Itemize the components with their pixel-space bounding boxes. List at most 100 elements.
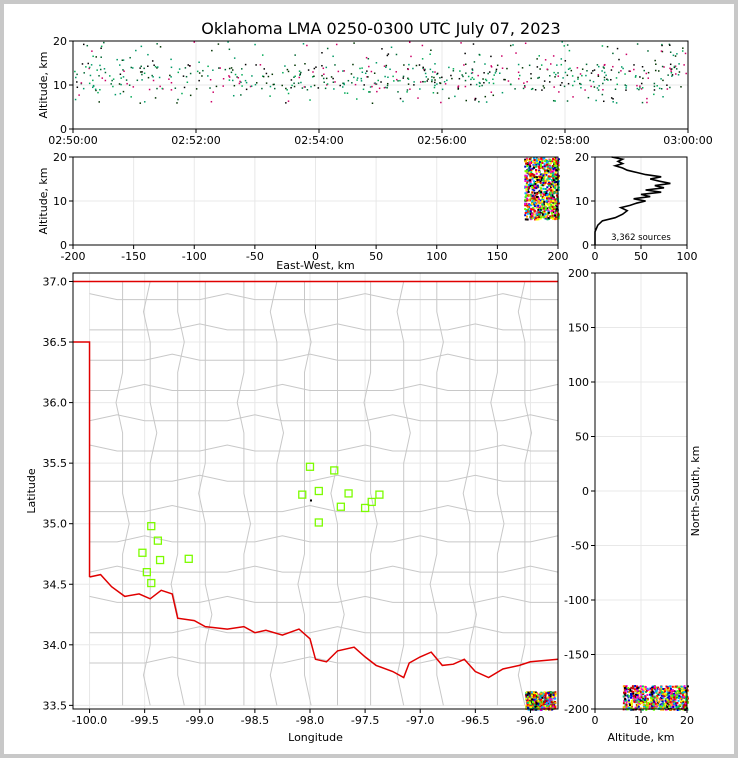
source-point [118,83,121,85]
lma-station [153,536,163,545]
source-point [555,174,558,177]
county-line [429,281,444,706]
source-point [154,97,157,99]
source-point [660,50,663,52]
source-point [531,208,534,211]
source-point [554,187,557,190]
source-point [439,77,441,79]
source-point [471,69,474,71]
source-point [660,704,663,707]
source-point [634,689,637,692]
source-point [656,85,658,87]
source-point [402,75,405,78]
lma-station [298,490,307,499]
source-point [550,691,553,694]
source-point [530,691,533,694]
y-tick-label: 0 [582,485,589,498]
source-point [550,198,553,201]
source-point [526,191,529,194]
source-point [366,76,368,78]
source-point [625,687,628,690]
source-point [536,191,539,194]
source-point [634,706,637,709]
source-point [485,101,488,103]
source-point [109,75,111,77]
source-point [464,79,467,82]
source-point [356,98,358,100]
source-point [470,72,473,75]
source-point [542,187,545,190]
y-tick-label: 34.0 [43,639,68,652]
source-point [553,160,556,163]
source-point [535,172,538,175]
source-point [650,695,653,698]
source-point [602,82,604,85]
source-point [361,67,363,69]
source-point [532,698,535,701]
source-point [227,41,229,43]
source-point [534,705,537,708]
source-point [183,86,186,89]
x-tick-label: 50 [369,250,383,263]
source-point [541,203,544,206]
source-point [627,699,630,702]
source-point [95,56,97,58]
source-point [212,91,214,93]
county-line [170,281,185,706]
source-point [552,177,555,180]
source-point [625,685,628,688]
source-point [261,54,264,56]
source-point [528,64,531,67]
source-point [302,43,305,45]
source-point [112,85,114,88]
source-point [660,708,663,711]
source-point [457,86,459,88]
source-point [231,69,234,71]
source-point [550,210,553,213]
source-point [528,162,531,165]
source-point [532,708,535,711]
source-point [550,698,553,701]
source-point [541,197,544,200]
source-point [528,194,531,197]
source-point [532,173,535,176]
source-point [672,701,675,704]
source-point [549,200,552,203]
source-point [553,166,556,169]
source-point [650,697,653,700]
source-point [534,706,537,709]
source-point [640,700,643,703]
source-point [434,84,436,87]
source-point [484,78,487,81]
source-point [551,165,554,168]
source-point [566,100,569,102]
source-point [458,77,461,80]
source-point [624,694,627,697]
source-point [538,210,541,213]
source-point [512,44,514,46]
source-point [526,704,529,707]
source-point [291,84,293,87]
source-point [448,66,450,69]
source-point [321,74,323,77]
source-point [629,70,632,73]
county-line [269,281,285,706]
source-point [526,212,529,215]
lma-station [184,554,193,563]
source-point [542,85,545,87]
source-point [674,701,677,704]
source-point [529,174,532,177]
source-point [537,205,540,208]
lma-station [305,462,315,471]
source-point [538,705,541,708]
source-point [527,208,530,211]
source-point [585,63,588,66]
source-point [602,100,605,103]
y-axis-label: Altitude, km [37,167,50,234]
source-point [542,174,545,177]
county-line [142,281,158,706]
source-point [436,73,438,76]
source-point [531,702,534,705]
source-point [230,67,233,69]
source-point [540,703,543,706]
